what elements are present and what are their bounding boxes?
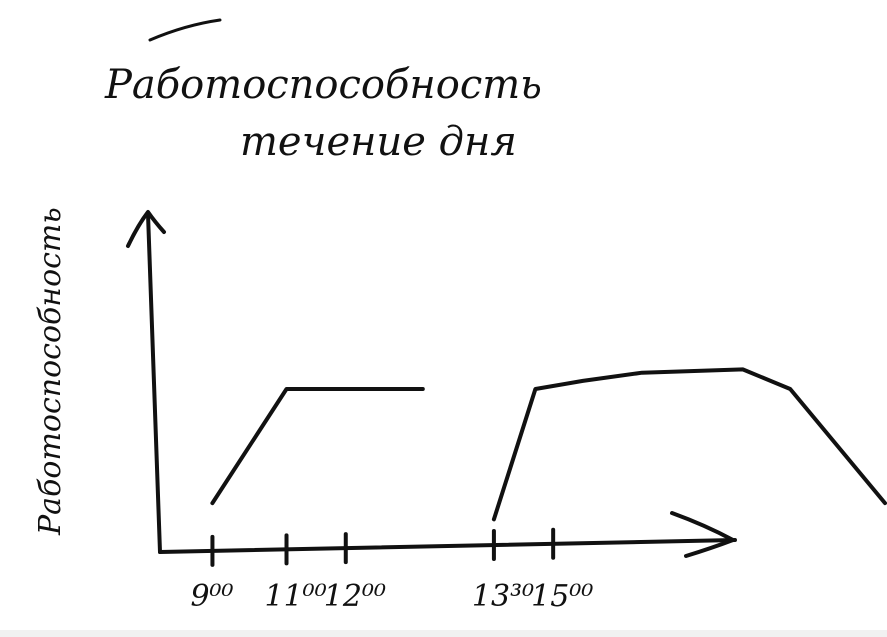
x-tick-label-0: 9⁰⁰ [190, 579, 233, 614]
series-line-segment-1 [494, 369, 885, 519]
bottom-strip [0, 630, 887, 637]
y-axis-label: Работоспособность [33, 207, 68, 536]
title-line-2: течение дня [240, 119, 517, 165]
x-axis [160, 540, 735, 552]
series-line-segment-0 [212, 389, 422, 503]
title-flourish [150, 20, 220, 40]
chart-title: Работоспособность течение дня [104, 20, 542, 165]
x-tick-label-1: 11⁰⁰ [265, 579, 327, 614]
title-line-1: Работоспособность [104, 62, 542, 108]
series-workability [212, 369, 885, 519]
x-tick-label-3: 13³⁰ [472, 579, 534, 614]
x-axis-arrowhead [672, 513, 733, 556]
x-tick-label-2: 12⁰⁰ [324, 579, 386, 614]
y-axis [148, 214, 160, 552]
y-axis-arrowhead [128, 212, 164, 246]
axes [128, 212, 735, 556]
x-tick-label-4: 15⁰⁰ [531, 579, 593, 614]
